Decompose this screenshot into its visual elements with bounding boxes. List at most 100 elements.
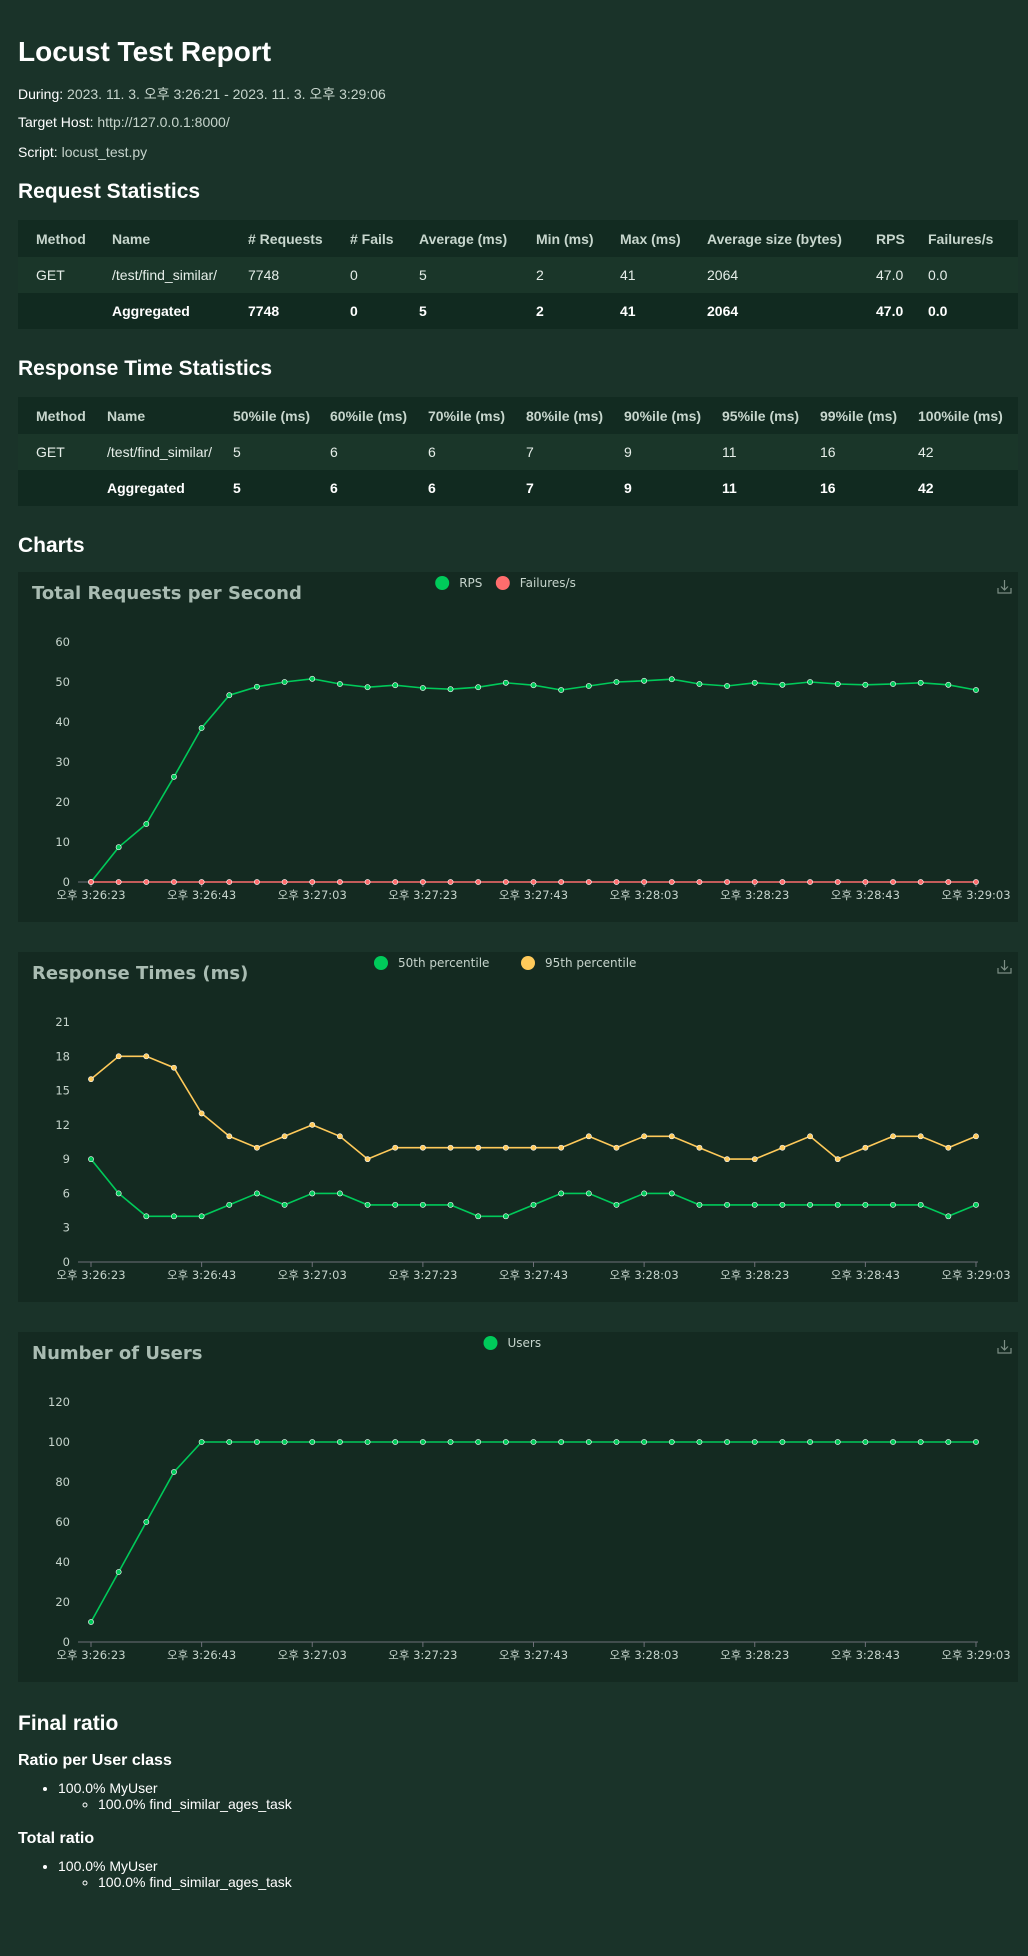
data-point[interactable] (419, 1439, 426, 1445)
data-point[interactable] (641, 1439, 648, 1445)
data-point[interactable] (281, 1201, 288, 1208)
data-point[interactable] (337, 1439, 343, 1445)
data-point[interactable] (392, 1201, 399, 1208)
data-point[interactable] (945, 1213, 952, 1220)
data-point[interactable] (337, 1133, 343, 1140)
data-point[interactable] (226, 1133, 233, 1140)
data-point[interactable] (254, 683, 260, 690)
data-point[interactable] (779, 879, 786, 885)
data-point[interactable] (668, 1190, 675, 1197)
data-point[interactable] (530, 879, 537, 885)
data-point[interactable] (254, 879, 260, 885)
data-point[interactable] (751, 1201, 758, 1208)
data-point[interactable] (668, 1439, 675, 1445)
data-point[interactable] (143, 821, 150, 827)
data-point[interactable] (364, 879, 371, 885)
legend-marker[interactable] (374, 956, 388, 970)
data-point[interactable] (558, 1144, 565, 1151)
data-point[interactable] (668, 676, 675, 683)
data-point[interactable] (862, 681, 869, 688)
data-point[interactable] (254, 1439, 260, 1445)
data-point[interactable] (668, 1133, 675, 1140)
data-point[interactable] (834, 1156, 841, 1163)
data-point[interactable] (751, 1156, 758, 1163)
data-point[interactable] (115, 1569, 122, 1575)
data-point[interactable] (337, 1190, 343, 1197)
data-point[interactable] (862, 1439, 869, 1445)
download-icon[interactable] (997, 580, 1012, 594)
data-point[interactable] (890, 879, 896, 885)
data-point[interactable] (917, 879, 924, 885)
data-point[interactable] (585, 1439, 592, 1445)
data-point[interactable] (309, 1190, 316, 1197)
data-point[interactable] (502, 679, 509, 686)
data-point[interactable] (807, 679, 813, 685)
data-point[interactable] (364, 684, 371, 691)
data-point[interactable] (115, 1053, 122, 1060)
data-point[interactable] (724, 879, 730, 885)
data-point[interactable] (862, 1201, 869, 1208)
data-point[interactable] (419, 879, 426, 885)
data-point[interactable] (226, 1201, 233, 1208)
data-point[interactable] (585, 879, 592, 885)
data-point[interactable] (143, 1053, 150, 1060)
legend-label[interactable]: Failures/s (520, 576, 576, 590)
data-point[interactable] (724, 1439, 730, 1445)
data-point[interactable] (475, 1213, 482, 1220)
data-point[interactable] (171, 773, 177, 780)
data-point[interactable] (558, 879, 565, 885)
data-point[interactable] (613, 1144, 620, 1151)
data-point[interactable] (530, 1439, 537, 1445)
data-point[interactable] (890, 1201, 896, 1208)
data-point[interactable] (724, 683, 730, 689)
data-point[interactable] (309, 675, 316, 682)
data-point[interactable] (890, 1133, 896, 1140)
data-point[interactable] (834, 1201, 841, 1208)
data-point[interactable] (945, 879, 952, 885)
data-point[interactable] (530, 682, 537, 689)
data-point[interactable] (530, 1144, 537, 1151)
data-point[interactable] (973, 687, 979, 693)
data-point[interactable] (890, 1439, 896, 1445)
data-point[interactable] (447, 1439, 454, 1445)
data-point[interactable] (115, 1190, 122, 1197)
data-point[interactable] (226, 692, 233, 699)
data-point[interactable] (88, 879, 94, 885)
data-point[interactable] (198, 1439, 205, 1445)
data-point[interactable] (198, 725, 205, 731)
data-point[interactable] (807, 1201, 813, 1208)
data-point[interactable] (613, 1439, 620, 1445)
data-point[interactable] (945, 1439, 952, 1445)
data-point[interactable] (198, 879, 205, 885)
data-point[interactable] (641, 879, 648, 885)
data-point[interactable] (973, 1439, 979, 1445)
data-point[interactable] (475, 1439, 482, 1445)
data-point[interactable] (807, 1439, 813, 1445)
data-point[interactable] (502, 1213, 509, 1220)
data-point[interactable] (585, 1133, 592, 1140)
data-point[interactable] (751, 879, 758, 885)
data-point[interactable] (558, 1439, 565, 1445)
data-point[interactable] (862, 1144, 869, 1151)
legend-label[interactable]: RPS (459, 576, 482, 590)
data-point[interactable] (779, 1439, 786, 1445)
data-point[interactable] (696, 1439, 703, 1445)
data-point[interactable] (171, 1064, 177, 1071)
data-point[interactable] (447, 879, 454, 885)
data-point[interactable] (364, 1201, 371, 1208)
legend-marker[interactable] (521, 956, 535, 970)
legend-marker[interactable] (435, 576, 450, 590)
data-point[interactable] (530, 1201, 537, 1208)
data-point[interactable] (724, 1156, 730, 1163)
data-point[interactable] (171, 879, 177, 885)
data-point[interactable] (226, 879, 233, 885)
data-point[interactable] (309, 1439, 316, 1445)
data-point[interactable] (945, 1144, 952, 1151)
data-point[interactable] (254, 1190, 260, 1197)
data-point[interactable] (254, 1144, 260, 1151)
data-point[interactable] (696, 1144, 703, 1151)
data-point[interactable] (281, 879, 288, 885)
data-point[interactable] (226, 1439, 233, 1445)
data-point[interactable] (364, 1156, 371, 1163)
data-point[interactable] (641, 1190, 648, 1197)
